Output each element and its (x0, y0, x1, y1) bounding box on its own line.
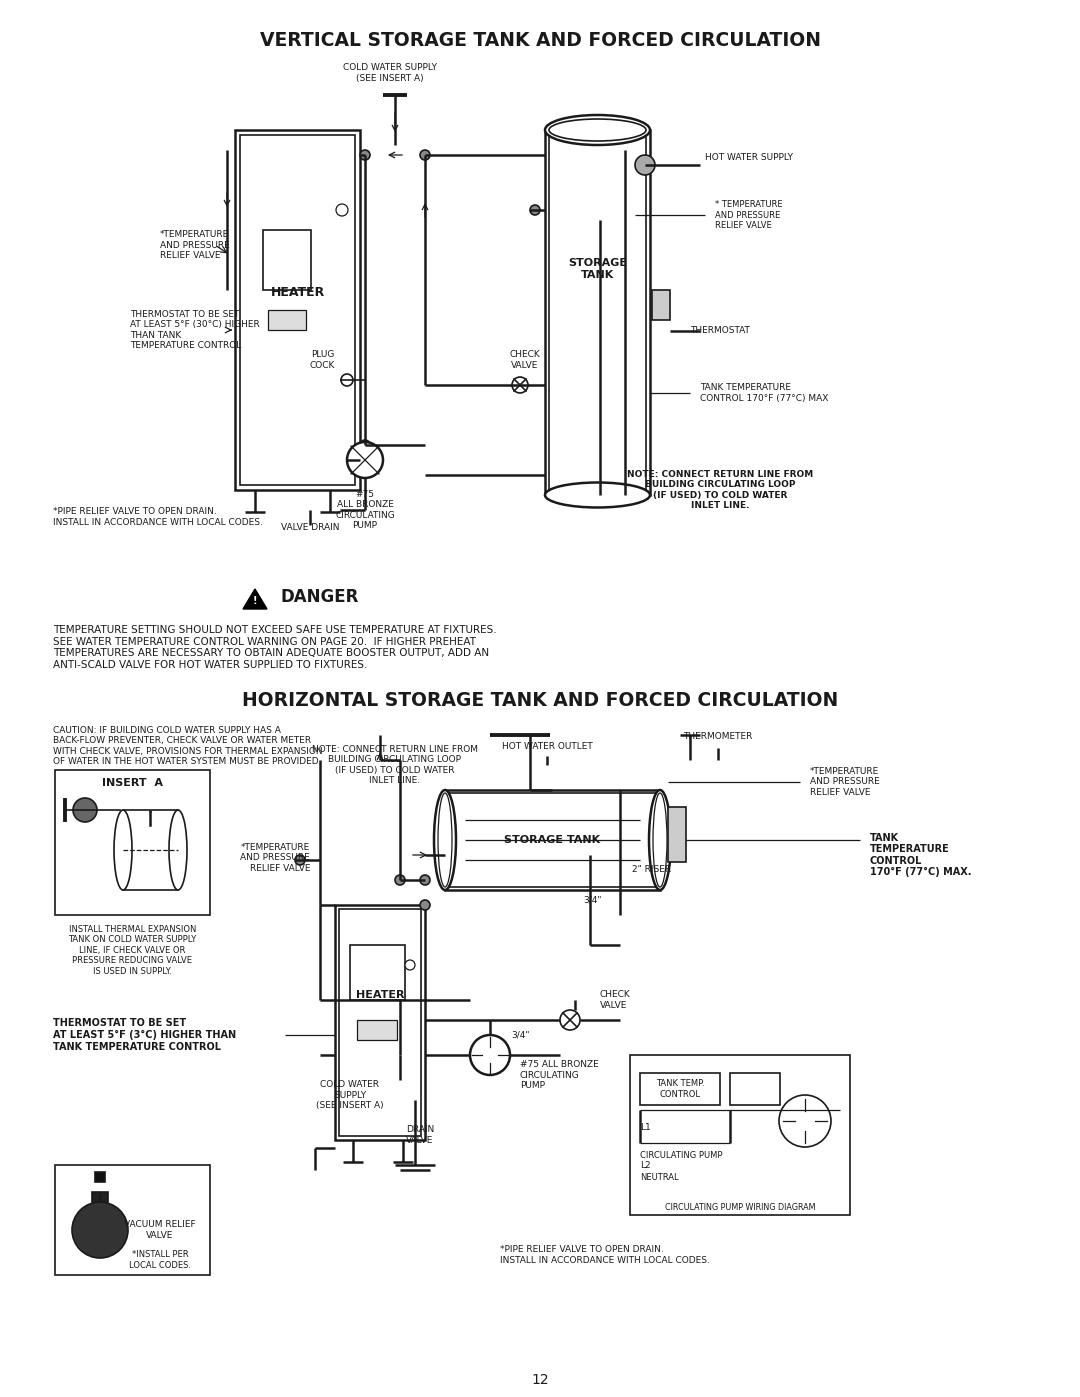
Text: *INSTALL PER
LOCAL CODES.: *INSTALL PER LOCAL CODES. (129, 1250, 191, 1270)
Text: L2: L2 (640, 1161, 650, 1169)
Text: HEATER: HEATER (355, 990, 404, 1000)
Ellipse shape (114, 810, 132, 890)
Bar (652, 289, 670, 320)
Circle shape (530, 205, 540, 215)
Circle shape (360, 440, 370, 450)
Bar (235, 130, 360, 490)
Text: TANK
TEMPERATURE
CONTROL
170°F (77°C) MAX.: TANK TEMPERATURE CONTROL 170°F (77°C) MA… (870, 833, 972, 877)
Circle shape (561, 1010, 580, 1030)
Text: CIRCULATING PUMP WIRING DIAGRAM: CIRCULATING PUMP WIRING DIAGRAM (665, 1203, 815, 1211)
Bar (549, 134, 646, 490)
Text: *TEMPERATURE
AND PRESSURE
RELIEF VALVE: *TEMPERATURE AND PRESSURE RELIEF VALVE (160, 231, 230, 260)
Bar (448, 793, 657, 887)
Bar (350, 944, 405, 1000)
Text: DRAIN
VALVE: DRAIN VALVE (406, 1126, 434, 1144)
Circle shape (347, 441, 383, 478)
Bar (730, 1073, 780, 1105)
Circle shape (420, 875, 430, 886)
Bar (335, 905, 426, 1140)
Bar (92, 1192, 108, 1201)
Circle shape (295, 855, 305, 865)
Bar (445, 789, 660, 890)
Circle shape (635, 155, 654, 175)
Text: *TEMPERATURE
AND PRESSURE
RELIEF VALVE: *TEMPERATURE AND PRESSURE RELIEF VALVE (240, 844, 310, 873)
Text: L1: L1 (640, 1123, 651, 1132)
Polygon shape (243, 590, 267, 609)
Text: NOTE: CONNECT RETURN LINE FROM
BUILDING CIRCULATING LOOP
(IF USED) TO COLD WATER: NOTE: CONNECT RETURN LINE FROM BUILDING … (312, 745, 478, 785)
Text: THERMOSTAT: THERMOSTAT (690, 327, 750, 335)
Circle shape (420, 149, 430, 161)
Text: CHECK
VALVE: CHECK VALVE (510, 351, 540, 370)
Text: THERMOSTAT TO BE SET
AT LEAST 5°F (3°C) HIGHER THAN
TANK TEMPERATURE CONTROL: THERMOSTAT TO BE SET AT LEAST 5°F (3°C) … (53, 1018, 237, 1052)
Text: CAUTION: IF BUILDING COLD WATER SUPPLY HAS A
BACK-FLOW PREVENTER, CHECK VALVE OR: CAUTION: IF BUILDING COLD WATER SUPPLY H… (53, 726, 323, 766)
Text: PLUG
COCK: PLUG COCK (310, 351, 335, 370)
Circle shape (341, 374, 353, 386)
Circle shape (73, 798, 97, 821)
Bar (264, 231, 311, 291)
Bar (630, 1055, 850, 1215)
Circle shape (336, 204, 348, 217)
Text: INSTALL THERMAL EXPANSION
TANK ON COLD WATER SUPPLY
LINE, IF CHECK VALVE OR
PRES: INSTALL THERMAL EXPANSION TANK ON COLD W… (68, 925, 197, 975)
Text: * TEMPERATURE
AND PRESSURE
RELIEF VALVE: * TEMPERATURE AND PRESSURE RELIEF VALVE (715, 200, 783, 231)
Ellipse shape (434, 789, 456, 890)
Bar (123, 810, 178, 890)
Text: HEATER: HEATER (270, 285, 325, 299)
Text: STORAGE
TANK: STORAGE TANK (568, 258, 627, 279)
Bar (268, 310, 306, 330)
Ellipse shape (545, 482, 650, 507)
Circle shape (360, 149, 370, 161)
Text: *PIPE RELIEF VALVE TO OPEN DRAIN.
INSTALL IN ACCORDANCE WITH LOCAL CODES.: *PIPE RELIEF VALVE TO OPEN DRAIN. INSTAL… (53, 507, 262, 527)
Ellipse shape (545, 115, 650, 145)
Text: TEMPERATURE SETTING SHOULD NOT EXCEED SAFE USE TEMPERATURE AT FIXTURES.
SEE WATE: TEMPERATURE SETTING SHOULD NOT EXCEED SA… (53, 624, 497, 669)
Circle shape (512, 377, 528, 393)
Circle shape (405, 960, 415, 970)
Text: #75
ALL BRONZE
CIRCULATING
PUMP: #75 ALL BRONZE CIRCULATING PUMP (335, 490, 395, 531)
Text: VALVE DRAIN: VALVE DRAIN (281, 524, 339, 532)
Bar (640, 1073, 720, 1105)
Bar (240, 136, 355, 485)
Bar (669, 807, 686, 862)
Text: NEUTRAL: NEUTRAL (640, 1172, 678, 1182)
Bar (95, 1172, 105, 1182)
Bar (55, 770, 210, 915)
Text: INSERT  A: INSERT A (102, 778, 163, 788)
Text: 2" RISER: 2" RISER (632, 866, 671, 875)
Text: !: ! (253, 597, 257, 606)
Text: 3/4": 3/4" (583, 895, 602, 904)
Bar (339, 909, 421, 1136)
Text: VERTICAL STORAGE TANK AND FORCED CIRCULATION: VERTICAL STORAGE TANK AND FORCED CIRCULA… (259, 31, 821, 49)
Text: #75 ALL BRONZE
CIRCULATING
PUMP: #75 ALL BRONZE CIRCULATING PUMP (519, 1060, 598, 1090)
Text: VACUUM RELIEF
VALVE: VACUUM RELIEF VALVE (124, 1221, 195, 1239)
Text: NOTE: CONNECT RETURN LINE FROM
BUILDING CIRCULATING LOOP
(IF USED) TO COLD WATER: NOTE: CONNECT RETURN LINE FROM BUILDING … (626, 469, 813, 510)
Text: TANK TEMPERATURE
CONTROL 170°F (77°C) MAX: TANK TEMPERATURE CONTROL 170°F (77°C) MA… (700, 383, 828, 402)
Bar (55, 1165, 210, 1275)
Ellipse shape (168, 810, 187, 890)
Text: DANGER: DANGER (280, 588, 359, 606)
Text: *PIPE RELIEF VALVE TO OPEN DRAIN.
INSTALL IN ACCORDANCE WITH LOCAL CODES.: *PIPE RELIEF VALVE TO OPEN DRAIN. INSTAL… (500, 1245, 710, 1264)
Circle shape (470, 1035, 510, 1076)
Text: HOT WATER OUTLET: HOT WATER OUTLET (501, 742, 592, 752)
Text: COLD WATER SUPPLY
(SEE INSERT A): COLD WATER SUPPLY (SEE INSERT A) (343, 63, 437, 82)
Text: 3/4": 3/4" (512, 1031, 530, 1039)
Circle shape (72, 1201, 129, 1259)
Ellipse shape (649, 789, 671, 890)
Circle shape (779, 1095, 831, 1147)
Text: TANK TEMP.
CONTROL: TANK TEMP. CONTROL (656, 1080, 704, 1098)
Bar (545, 130, 650, 495)
Circle shape (420, 900, 430, 909)
Text: HOT WATER SUPPLY: HOT WATER SUPPLY (705, 154, 793, 162)
Circle shape (395, 875, 405, 886)
Text: CIRCULATING PUMP: CIRCULATING PUMP (640, 1151, 723, 1160)
Text: THERMOMETER: THERMOMETER (684, 732, 753, 740)
Text: 12: 12 (531, 1373, 549, 1387)
Text: COLD WATER
SUPPLY
(SEE INSERT A): COLD WATER SUPPLY (SEE INSERT A) (316, 1080, 383, 1109)
Text: STORAGE TANK: STORAGE TANK (504, 835, 600, 845)
Text: THERMOSTAT TO BE SET
AT LEAST 5°F (30°C) HIGHER
THAN TANK
TEMPERATURE CONTROL: THERMOSTAT TO BE SET AT LEAST 5°F (30°C)… (130, 310, 260, 351)
Text: *TEMPERATURE
AND PRESSURE
RELIEF VALVE: *TEMPERATURE AND PRESSURE RELIEF VALVE (810, 767, 880, 796)
Text: HORIZONTAL STORAGE TANK AND FORCED CIRCULATION: HORIZONTAL STORAGE TANK AND FORCED CIRCU… (242, 690, 838, 710)
Text: CHECK
VALVE: CHECK VALVE (600, 990, 631, 1010)
Bar (357, 1020, 397, 1039)
